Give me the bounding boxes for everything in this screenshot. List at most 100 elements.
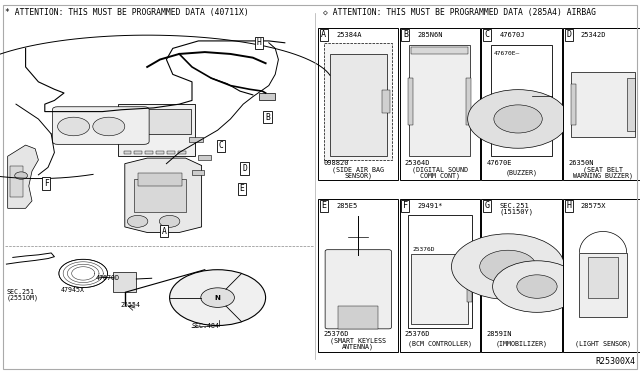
Text: D: D <box>566 30 571 39</box>
FancyBboxPatch shape <box>383 90 390 113</box>
FancyBboxPatch shape <box>400 28 480 180</box>
Circle shape <box>58 117 90 136</box>
Text: G: G <box>484 201 490 210</box>
FancyBboxPatch shape <box>52 107 149 144</box>
FancyBboxPatch shape <box>145 151 153 154</box>
Text: (DIGITAL SOUND: (DIGITAL SOUND <box>412 167 468 173</box>
FancyBboxPatch shape <box>156 151 164 154</box>
Text: (LIGHT SENSOR): (LIGHT SENSOR) <box>575 341 631 347</box>
FancyBboxPatch shape <box>408 78 413 125</box>
FancyBboxPatch shape <box>400 199 480 352</box>
Text: (IMMOBILIZER): (IMMOBILIZER) <box>495 341 547 347</box>
Text: F: F <box>44 179 49 188</box>
FancyBboxPatch shape <box>579 253 627 317</box>
FancyBboxPatch shape <box>481 199 562 352</box>
Text: B: B <box>265 113 270 122</box>
FancyBboxPatch shape <box>189 137 203 142</box>
FancyBboxPatch shape <box>167 151 175 154</box>
Text: D: D <box>242 164 247 173</box>
FancyBboxPatch shape <box>318 199 398 352</box>
FancyBboxPatch shape <box>408 215 472 328</box>
FancyBboxPatch shape <box>134 151 142 154</box>
Text: (SEAT BELT: (SEAT BELT <box>583 167 623 173</box>
Text: 47670J: 47670J <box>499 32 525 38</box>
Text: SENSOR): SENSOR) <box>344 172 372 179</box>
FancyBboxPatch shape <box>192 170 204 175</box>
Text: 47670D: 47670D <box>96 275 120 281</box>
Text: H: H <box>566 201 571 210</box>
FancyBboxPatch shape <box>325 250 392 329</box>
FancyBboxPatch shape <box>138 173 182 186</box>
Text: 285N6N: 285N6N <box>418 32 443 38</box>
Text: A: A <box>321 30 326 39</box>
Circle shape <box>480 250 536 283</box>
Text: N: N <box>214 295 221 301</box>
Circle shape <box>170 270 266 326</box>
Text: SEC.251: SEC.251 <box>6 289 35 295</box>
Text: E: E <box>321 201 326 210</box>
FancyBboxPatch shape <box>588 257 618 298</box>
Text: 47670E―: 47670E― <box>494 51 520 57</box>
Text: ◇ ATTENTION: THIS MUST BE PROGRAMMED DATA (285A4) AIRBAG: ◇ ATTENTION: THIS MUST BE PROGRAMMED DAT… <box>323 8 596 17</box>
FancyBboxPatch shape <box>563 28 640 180</box>
Text: SEC.251: SEC.251 <box>499 203 529 209</box>
Text: 25342D: 25342D <box>581 32 606 38</box>
Text: ANTENNA): ANTENNA) <box>342 343 374 350</box>
FancyBboxPatch shape <box>627 78 635 131</box>
FancyBboxPatch shape <box>466 78 471 125</box>
Text: COMM CONT): COMM CONT) <box>420 172 460 179</box>
FancyBboxPatch shape <box>467 288 472 302</box>
FancyBboxPatch shape <box>412 47 468 54</box>
Text: (15150Y): (15150Y) <box>499 208 533 215</box>
Circle shape <box>201 288 234 307</box>
FancyBboxPatch shape <box>318 28 398 180</box>
FancyBboxPatch shape <box>330 54 387 156</box>
Text: 47670E: 47670E <box>486 160 512 166</box>
FancyBboxPatch shape <box>481 28 562 180</box>
Circle shape <box>93 117 125 136</box>
Text: 28575X: 28575X <box>581 203 606 209</box>
Text: 285E5: 285E5 <box>336 203 357 209</box>
Text: 098820: 098820 <box>323 160 349 166</box>
Circle shape <box>451 234 564 299</box>
Text: 2859IN: 2859IN <box>486 331 512 337</box>
Text: A: A <box>161 227 166 236</box>
FancyBboxPatch shape <box>571 72 635 137</box>
FancyBboxPatch shape <box>563 199 640 352</box>
Circle shape <box>15 172 28 179</box>
Circle shape <box>493 261 581 312</box>
FancyBboxPatch shape <box>198 155 211 160</box>
FancyBboxPatch shape <box>338 306 378 329</box>
Text: (SIDE AIR BAG: (SIDE AIR BAG <box>332 167 384 173</box>
Text: 25376D: 25376D <box>405 331 430 337</box>
Text: 25384A: 25384A <box>336 32 362 38</box>
Text: 47945X: 47945X <box>61 287 84 293</box>
FancyBboxPatch shape <box>124 151 131 154</box>
FancyBboxPatch shape <box>410 45 470 156</box>
Circle shape <box>159 215 180 227</box>
Text: 26350N: 26350N <box>568 160 593 166</box>
Text: (BCM CONTROLLER): (BCM CONTROLLER) <box>408 341 472 347</box>
FancyBboxPatch shape <box>10 166 23 197</box>
Text: H: H <box>257 38 262 47</box>
Circle shape <box>127 215 148 227</box>
FancyBboxPatch shape <box>324 43 392 160</box>
FancyBboxPatch shape <box>571 84 576 125</box>
Text: C: C <box>218 141 223 150</box>
Text: 25376D: 25376D <box>323 331 349 337</box>
Text: * ATTENTION: THIS MUST BE PROGRAMMED DATA (40711X): * ATTENTION: THIS MUST BE PROGRAMMED DAT… <box>5 8 249 17</box>
Text: R25300X4: R25300X4 <box>595 357 635 366</box>
Text: (2551OM): (2551OM) <box>6 295 38 301</box>
Text: 25554: 25554 <box>120 302 140 308</box>
FancyBboxPatch shape <box>113 272 136 292</box>
Circle shape <box>468 90 568 148</box>
Text: SEC.484: SEC.484 <box>192 323 220 329</box>
FancyBboxPatch shape <box>259 93 275 100</box>
FancyBboxPatch shape <box>467 264 472 278</box>
Text: (SMART KEYLESS: (SMART KEYLESS <box>330 338 387 344</box>
FancyBboxPatch shape <box>134 179 186 212</box>
FancyBboxPatch shape <box>118 104 195 156</box>
Text: (BUZZER): (BUZZER) <box>506 170 538 176</box>
Text: 25364D: 25364D <box>405 160 430 166</box>
FancyBboxPatch shape <box>412 254 468 324</box>
